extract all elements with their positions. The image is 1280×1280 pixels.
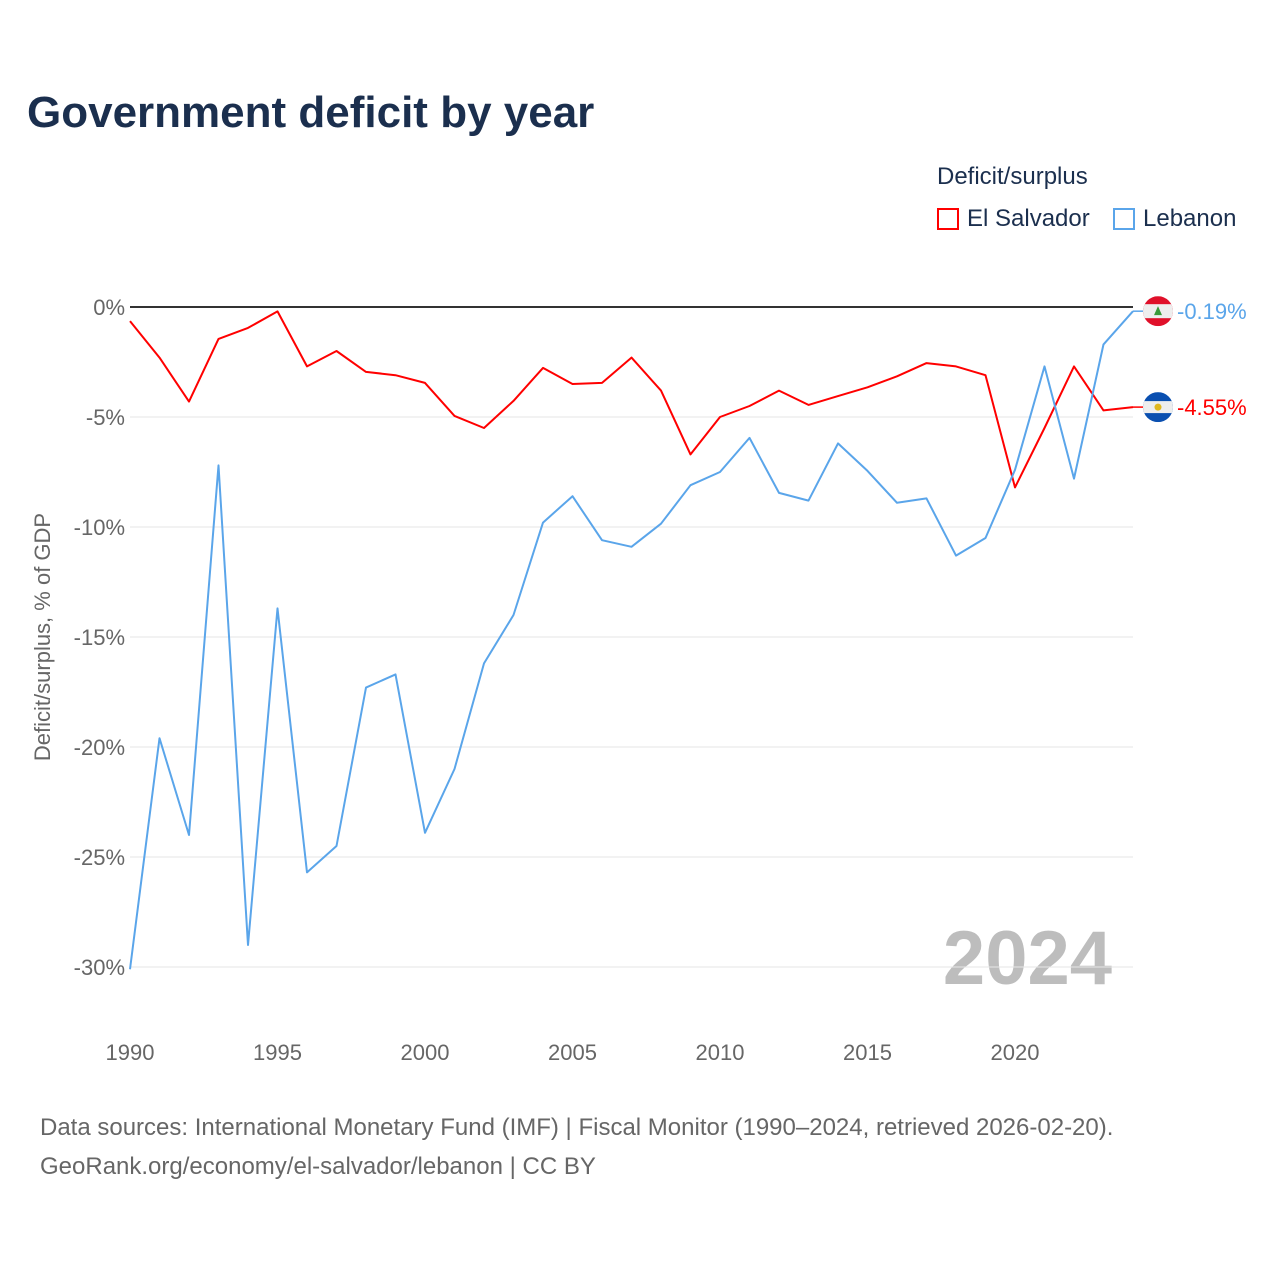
legend-item-el-salvador[interactable]: El Salvador — [937, 205, 1090, 233]
end-value-label: -0.19% — [1177, 299, 1247, 324]
el-salvador-flag-icon — [1143, 392, 1173, 423]
y-tick-label: -5% — [86, 405, 125, 430]
chart-title: Government deficit by year — [27, 88, 595, 137]
source-note: Data sources: International Monetary Fun… — [40, 1108, 1113, 1186]
series-line-el-salvador — [129, 310, 1134, 489]
legend-swatch-lebanon — [1113, 208, 1135, 230]
x-tick-label: 1990 — [106, 1040, 155, 1065]
source-line-1: Data sources: International Monetary Fun… — [40, 1114, 1114, 1141]
x-tick-label: 1995 — [253, 1040, 302, 1065]
source-line-2[interactable]: GeoRank.org/economy/el-salvador/lebanon … — [40, 1153, 596, 1180]
y-tick-label: -30% — [74, 955, 125, 980]
x-tick-label: 2010 — [696, 1040, 745, 1065]
lebanon-flag-icon — [1143, 296, 1173, 327]
y-tick-label: 0% — [93, 295, 125, 320]
legend-title: Deficit/surplus — [937, 163, 1088, 190]
series-line-lebanon — [129, 310, 1134, 970]
y-tick-label: -10% — [74, 515, 125, 540]
y-tick-label: -25% — [74, 845, 125, 870]
y-tick-label: -20% — [74, 735, 125, 760]
y-tick-label: -15% — [74, 625, 125, 650]
end-value-label: -4.55% — [1177, 395, 1247, 420]
legend-item-lebanon[interactable]: Lebanon — [1113, 205, 1236, 233]
year-watermark: 2024 — [943, 916, 1112, 1001]
x-tick-label: 2020 — [991, 1040, 1040, 1065]
legend-swatch-el-salvador — [937, 208, 959, 230]
x-tick-label: 2000 — [401, 1040, 450, 1065]
legend-label: Lebanon — [1143, 205, 1237, 232]
x-tick-label: 2015 — [843, 1040, 892, 1065]
y-axis-label: Deficit/surplus, % of GDP — [30, 513, 55, 761]
legend-label: El Salvador — [967, 205, 1090, 232]
x-tick-label: 2005 — [548, 1040, 597, 1065]
